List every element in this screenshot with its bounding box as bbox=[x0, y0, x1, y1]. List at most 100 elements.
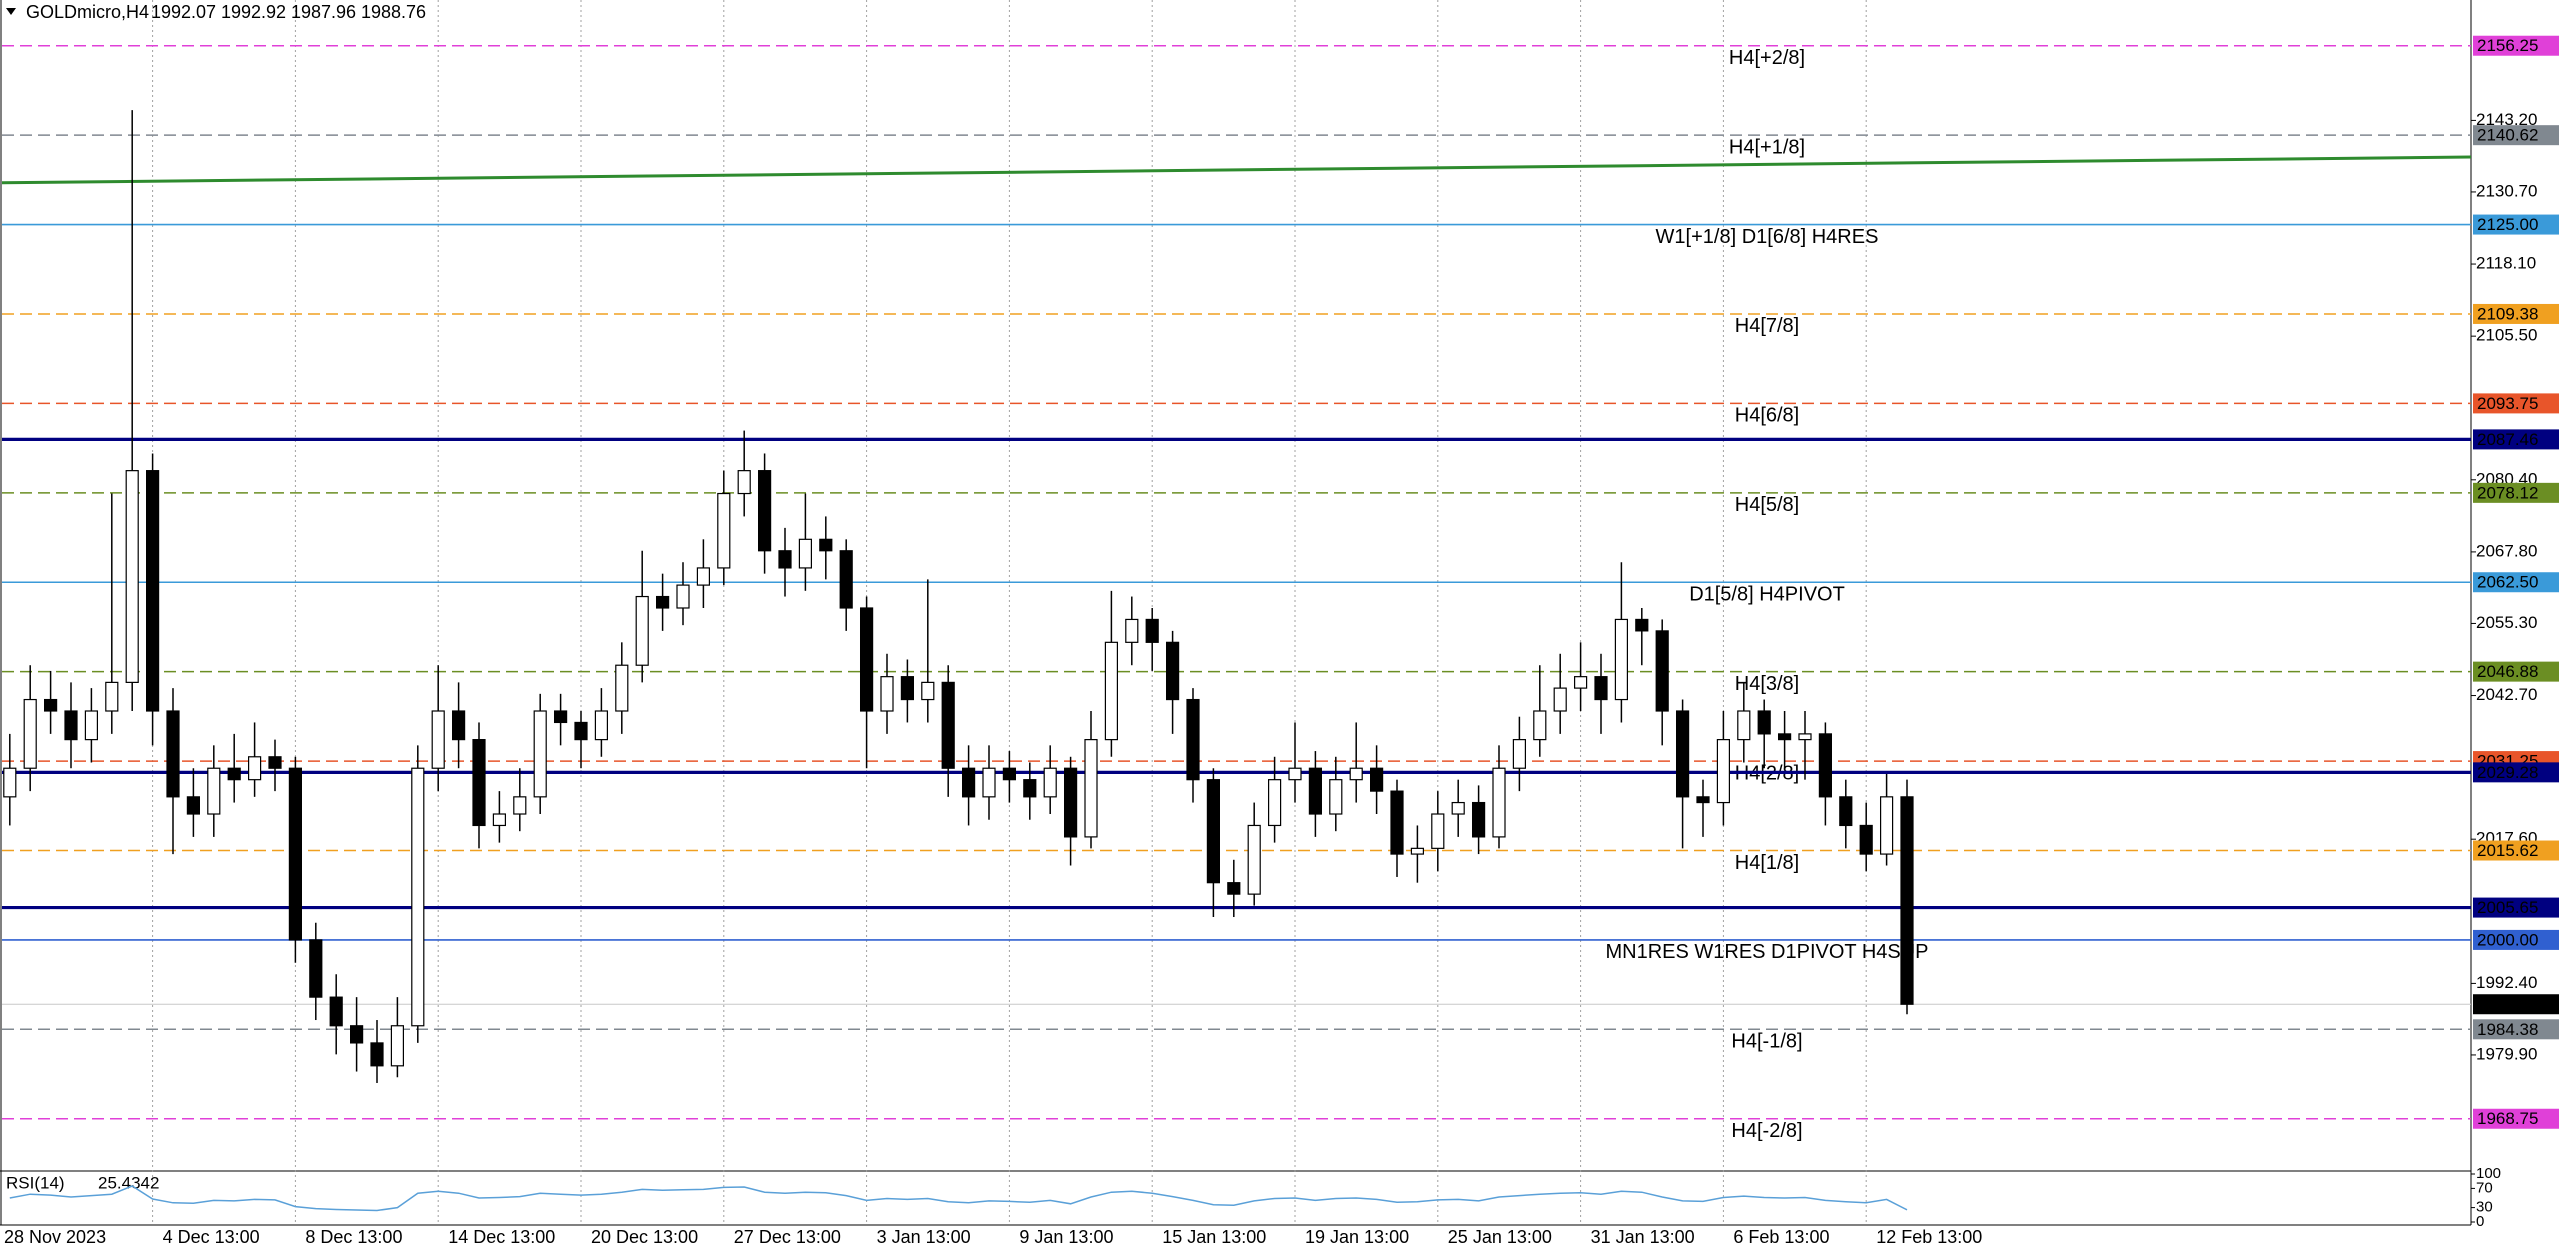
candle-body bbox=[635, 595, 649, 666]
candle-body bbox=[1125, 618, 1139, 643]
level-tag-label: 2093.75 bbox=[2477, 394, 2538, 413]
candle-body bbox=[1818, 733, 1833, 798]
candle-body bbox=[1533, 710, 1547, 741]
x-tick-label: 25 Jan 13:00 bbox=[1448, 1227, 1552, 1247]
candle-body bbox=[1329, 779, 1343, 815]
level-tag bbox=[2473, 762, 2559, 783]
candle-body bbox=[452, 710, 466, 741]
level-label: H4[6/8] bbox=[1735, 405, 1799, 427]
candle-body bbox=[615, 664, 629, 712]
candle-body bbox=[1390, 790, 1404, 855]
candle-body bbox=[1839, 796, 1853, 827]
candle-body bbox=[390, 1025, 404, 1067]
level-label: H4[7/8] bbox=[1735, 315, 1799, 337]
y-tick-label: 2067.80 bbox=[2476, 541, 2537, 560]
y-tick-label: 2118.10 bbox=[2476, 254, 2536, 273]
candle-body bbox=[492, 813, 506, 827]
candle-body bbox=[1451, 801, 1465, 815]
level-label: H4[+1/8] bbox=[1729, 136, 1805, 158]
candle-body bbox=[717, 492, 731, 569]
x-tick-label: 12 Feb 13:00 bbox=[1876, 1227, 1982, 1247]
candle-body bbox=[778, 550, 792, 569]
candle-body bbox=[839, 550, 853, 609]
candle-body bbox=[43, 698, 58, 712]
candle-body bbox=[553, 710, 568, 724]
candle-body bbox=[1084, 739, 1098, 838]
candle-body bbox=[1655, 630, 1669, 712]
candle-body bbox=[880, 676, 894, 712]
level-tag-label: 2015.62 bbox=[2477, 841, 2538, 860]
level-tag-label: 2046.88 bbox=[2477, 662, 2538, 681]
candle-body bbox=[1063, 767, 1078, 838]
candle-body bbox=[207, 767, 221, 815]
bid-tag-label: 1988.76 bbox=[2477, 995, 2538, 1014]
level-tag-label: 2125.00 bbox=[2477, 215, 2538, 234]
level-label: W1[+1/8] D1[6/8] H4RES bbox=[1656, 226, 1879, 248]
candle-body bbox=[961, 767, 976, 798]
candle-body bbox=[166, 710, 180, 798]
header-value: 1987.96 bbox=[291, 2, 356, 22]
candle-body bbox=[1879, 796, 1894, 855]
candle-body bbox=[1206, 779, 1221, 884]
rsi-line bbox=[9, 1185, 1908, 1212]
level-tag-label: 1968.75 bbox=[2477, 1109, 2538, 1128]
symbol-label: GOLDmicro,H4 bbox=[26, 2, 149, 22]
candle-body bbox=[1349, 767, 1363, 781]
candle-body bbox=[696, 567, 711, 586]
candle-body bbox=[676, 584, 690, 609]
candle-body bbox=[125, 470, 139, 683]
candle-body bbox=[1288, 767, 1302, 781]
x-tick-label: 4 Dec 13:00 bbox=[163, 1227, 260, 1247]
level-tag bbox=[2473, 393, 2559, 414]
x-tick-label: 8 Dec 13:00 bbox=[305, 1227, 402, 1247]
level-tag-label: 2062.50 bbox=[2477, 573, 2538, 592]
level-tag bbox=[2473, 35, 2559, 56]
level-tag-label: 2029.28 bbox=[2477, 763, 2538, 782]
y-tick-label: 2143.20 bbox=[2476, 110, 2537, 129]
y-tick-label: 2130.70 bbox=[2476, 181, 2537, 200]
candle-body bbox=[146, 470, 160, 712]
candle-body bbox=[329, 996, 343, 1027]
candle-body bbox=[1023, 779, 1037, 798]
candle-body bbox=[1512, 739, 1527, 769]
candle-body bbox=[1716, 739, 1731, 804]
level-tag bbox=[2473, 929, 2559, 950]
candle-body bbox=[1757, 710, 1771, 735]
candle-body bbox=[1267, 779, 1282, 827]
candle-body bbox=[105, 681, 119, 712]
y-tick-label: 2042.70 bbox=[2476, 685, 2537, 704]
candle-body bbox=[1573, 676, 1588, 689]
candle-body bbox=[1043, 767, 1057, 798]
candle-body bbox=[1777, 733, 1792, 741]
menu-triangle[interactable] bbox=[6, 8, 16, 15]
candle-body bbox=[1900, 796, 1914, 1005]
level-tag bbox=[2473, 482, 2559, 503]
level-tag bbox=[2473, 840, 2559, 861]
header-value: 1988.76 bbox=[361, 2, 426, 22]
level-tag bbox=[2473, 125, 2559, 146]
indicator-name: RSI(14) bbox=[6, 1173, 65, 1192]
candle-body bbox=[1002, 767, 1017, 781]
candle-body bbox=[1798, 733, 1812, 741]
x-tick-label: 28 Nov 2023 bbox=[4, 1227, 106, 1247]
candle-body bbox=[513, 796, 527, 815]
candle-body bbox=[921, 681, 935, 701]
candle-body bbox=[3, 767, 17, 798]
candle-body bbox=[1165, 641, 1180, 701]
y-tick-label: 2105.50 bbox=[2476, 326, 2537, 345]
level-label: H4[-1/8] bbox=[1731, 1031, 1802, 1053]
candle-body bbox=[1675, 710, 1690, 798]
candle-body bbox=[941, 681, 955, 769]
level-tag bbox=[2473, 572, 2559, 593]
level-label: H4[5/8] bbox=[1735, 494, 1799, 516]
candle-body bbox=[411, 767, 425, 1027]
level-tag-label: 2000.00 bbox=[2477, 930, 2538, 949]
candle-body bbox=[1696, 796, 1710, 804]
candle-body bbox=[1431, 813, 1445, 849]
header-value: 1992.92 bbox=[221, 2, 286, 22]
x-tick-label: 6 Feb 13:00 bbox=[1733, 1227, 1829, 1247]
bid-tag bbox=[2473, 994, 2559, 1015]
candle-body bbox=[1308, 767, 1323, 815]
